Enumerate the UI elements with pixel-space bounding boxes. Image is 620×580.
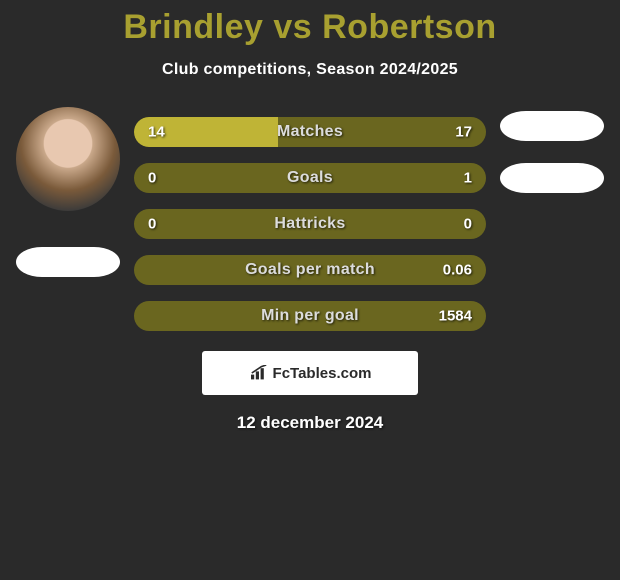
stat-value-right: 0.06 [443,262,472,279]
branding-text: FcTables.com [273,365,372,382]
stat-label: Min per goal [261,307,359,325]
stat-row: 0 Hattricks 0 [134,209,486,239]
left-player-column [8,107,128,347]
stat-label: Matches [277,123,343,141]
branding-box: FcTables.com [202,351,418,395]
stats-bars: 14 Matches 17 0 Goals 1 0 Hattricks 0 Goals per m… [128,107,492,347]
date-text: 12 december 2024 [0,413,620,433]
right-player-column [492,107,612,347]
stat-label: Hattricks [274,215,345,233]
stat-value-left: 0 [148,216,156,233]
stat-row: Goals per match 0.06 [134,255,486,285]
stat-row: 0 Goals 1 [134,163,486,193]
stat-value-left: 14 [148,124,165,141]
stat-value-right: 0 [464,216,472,233]
content-row: 14 Matches 17 0 Goals 1 0 Hattricks 0 Goals per m… [0,107,620,347]
stat-value-right: 1584 [439,308,472,325]
stat-value-left: 0 [148,170,156,187]
stat-value-right: 17 [455,124,472,141]
stat-row: 14 Matches 17 [134,117,486,147]
stat-row: Min per goal 1584 [134,301,486,331]
player-right-club-badge-2 [500,163,604,193]
subtitle: Club competitions, Season 2024/2025 [0,61,620,79]
player-left-club-badge [16,247,120,277]
chart-icon [249,365,269,381]
player-right-club-badge-1 [500,111,604,141]
comparison-card: Brindley vs Robertson Club competitions,… [0,0,620,433]
stat-value-right: 1 [464,170,472,187]
page-title: Brindley vs Robertson [0,8,620,47]
stat-label: Goals per match [245,261,375,279]
player-left-avatar [16,107,120,211]
stat-label: Goals [287,169,333,187]
